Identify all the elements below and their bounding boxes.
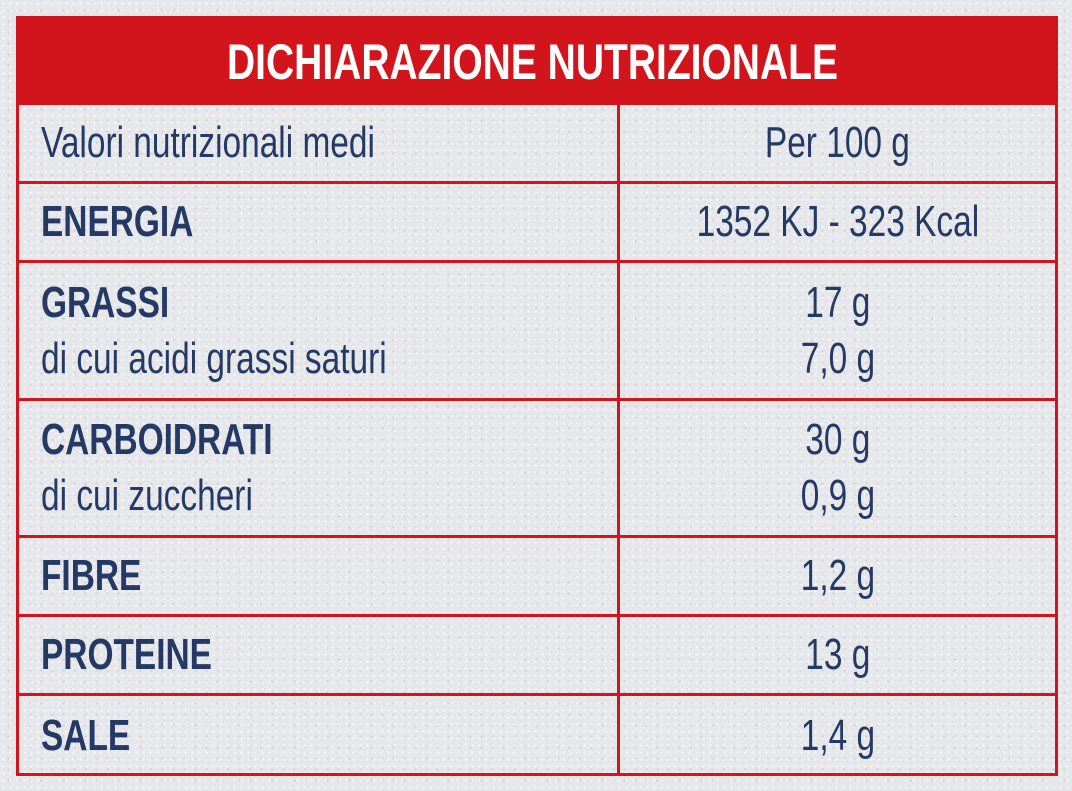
- nutrient-sub-value: 0,9 g: [800, 471, 875, 520]
- table-row-energia: ENERGIA 1352 KJ - 323 Kcal: [19, 184, 1055, 263]
- nutrient-label: FIBRE: [41, 551, 142, 600]
- nutrient-value: 1352 KJ - 323 Kcal: [696, 197, 979, 246]
- nutrient-label: SALE: [41, 711, 131, 760]
- header-right-label: Per 100 g: [764, 118, 911, 167]
- nutrient-label: CARBOIDRATI: [41, 415, 273, 464]
- table-row-sale: SALE 1,4 g: [19, 696, 1055, 776]
- table-row-carboidrati: CARBOIDRATI di cui zuccheri 30 g 0,9 g: [19, 401, 1055, 538]
- nutrient-value-cell: 1,4 g: [620, 696, 1055, 776]
- nutrient-value: 1,4 g: [800, 711, 875, 760]
- nutrient-value-cell: 1352 KJ - 323 Kcal: [620, 184, 1055, 260]
- nutrition-panel: DICHIARAZIONE NUTRIZIONALE Valori nutriz…: [16, 16, 1058, 776]
- nutrient-label-cell: PROTEINE: [19, 617, 620, 693]
- header-right-cell: Per 100 g: [620, 105, 1055, 181]
- nutrient-value-cell: 17 g 7,0 g: [620, 263, 1055, 398]
- nutrient-label-cell: SALE: [19, 696, 620, 776]
- header-left-cell: Valori nutrizionali medi: [19, 105, 620, 181]
- nutrient-label-cell: CARBOIDRATI di cui zuccheri: [19, 401, 620, 535]
- nutrient-value: 17 g: [804, 277, 871, 327]
- nutrient-value: 30 g: [804, 415, 871, 464]
- nutrient-label: ENERGIA: [41, 197, 194, 246]
- nutrient-value-cell: 13 g: [620, 617, 1055, 693]
- title-bar: DICHIARAZIONE NUTRIZIONALE: [19, 19, 1055, 105]
- nutrient-label-cell: ENERGIA: [19, 184, 620, 260]
- header-left-label: Valori nutrizionali medi: [41, 118, 375, 167]
- nutrient-value: 1,2 g: [800, 551, 875, 600]
- nutrient-label-cell: GRASSI di cui acidi grassi saturi: [19, 263, 620, 398]
- nutrient-sub-label: di cui zuccheri: [41, 471, 253, 520]
- table-row-proteine: PROTEINE 13 g: [19, 617, 1055, 696]
- nutrient-sub-label: di cui acidi grassi saturi: [41, 333, 387, 383]
- nutrient-value: 13 g: [804, 630, 871, 679]
- nutrient-label-cell: FIBRE: [19, 538, 620, 614]
- table-header-row: Valori nutrizionali medi Per 100 g: [19, 105, 1055, 184]
- nutrition-table: Valori nutrizionali medi Per 100 g ENERG…: [19, 105, 1055, 776]
- table-row-fibre: FIBRE 1,2 g: [19, 538, 1055, 617]
- table-row-grassi: GRASSI di cui acidi grassi saturi 17 g 7…: [19, 263, 1055, 401]
- nutrient-label: PROTEINE: [41, 630, 212, 679]
- panel-title: DICHIARAZIONE NUTRIZIONALE: [227, 34, 838, 90]
- nutrient-value-cell: 1,2 g: [620, 538, 1055, 614]
- nutrient-value-cell: 30 g 0,9 g: [620, 401, 1055, 535]
- nutrient-sub-value: 7,0 g: [800, 333, 875, 383]
- nutrient-label: GRASSI: [41, 277, 170, 327]
